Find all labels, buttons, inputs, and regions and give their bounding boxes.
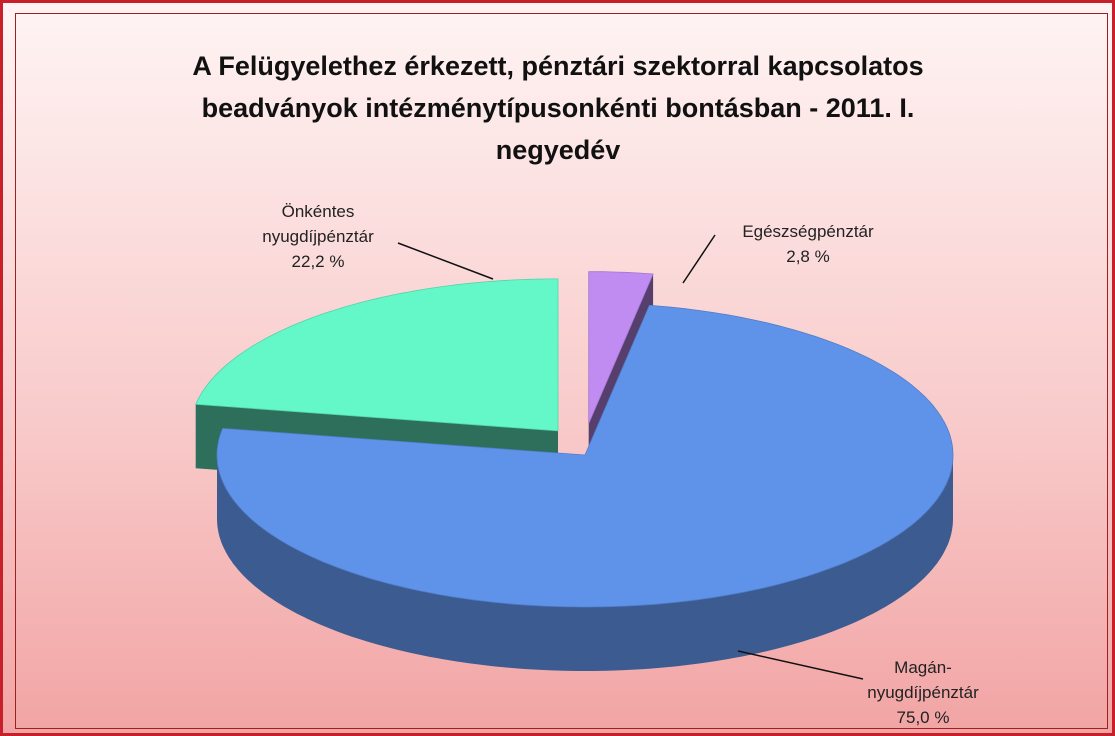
chart-title: A Felügyelethez érkezett, pénztári szekt… [192,51,924,165]
data-label: Egészségpénztár 2,8 % [708,219,908,269]
data-label: Önkéntes nyugdíjpénztár 22,2 % [233,199,403,274]
leader-line [682,234,716,284]
category-label: Önkéntes nyugdíjpénztár [262,202,374,246]
plot-border [15,13,1108,729]
value-label: 75,0 % [896,708,950,727]
leader-line [397,242,494,280]
slice [195,278,559,432]
category-label: Magán-nyugdíjpénztár [867,658,979,702]
leader-line [737,650,864,680]
data-label: Magán-nyugdíjpénztár 75,0 % [858,655,988,730]
pie-area [195,234,954,680]
slice [216,304,954,608]
slice [588,271,654,424]
value-label: 2,8 % [786,247,830,266]
slice-wall [217,455,953,671]
category-label: Egészségpénztár [742,222,874,241]
value-label: 22,2 % [291,252,345,271]
